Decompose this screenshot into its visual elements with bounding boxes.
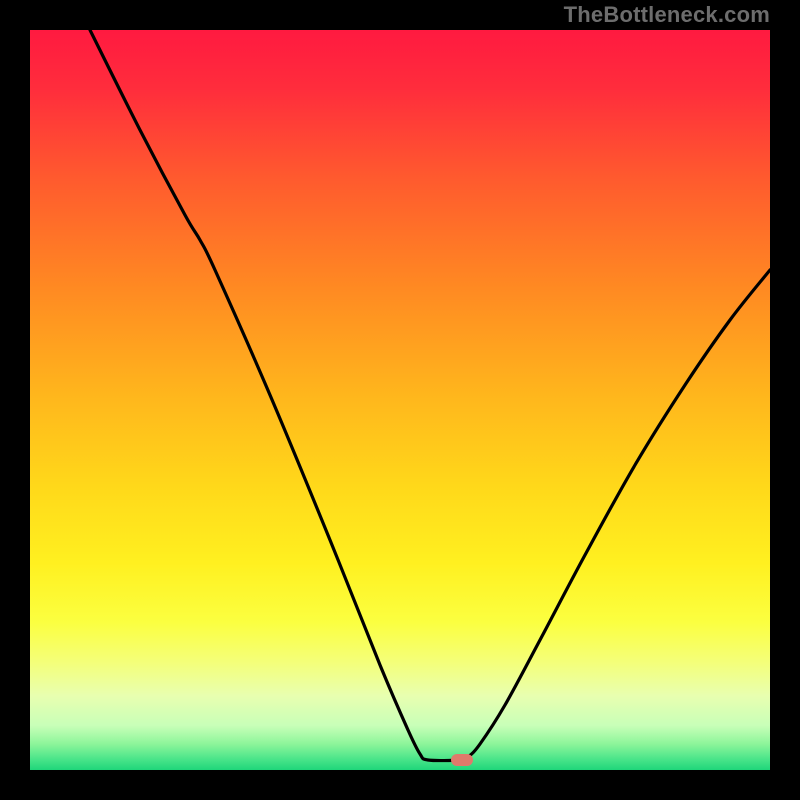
watermark-text: TheBottleneck.com <box>564 2 770 28</box>
chart-frame <box>0 0 800 800</box>
vertex-marker <box>451 754 473 766</box>
bottleneck-curve <box>30 30 770 770</box>
chart-container: TheBottleneck.com <box>0 0 800 800</box>
